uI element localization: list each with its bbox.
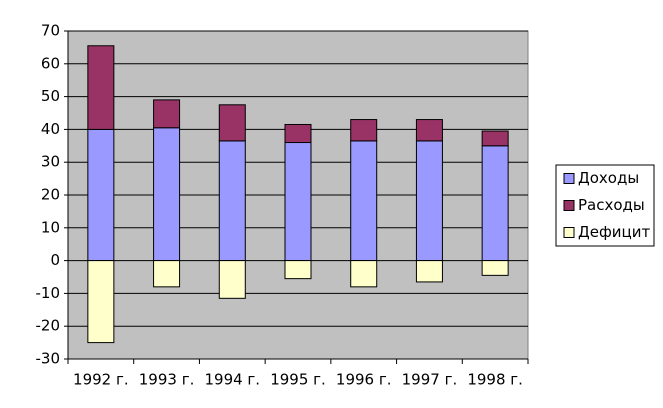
x-tick-label: 1995 г. — [270, 371, 326, 389]
y-tick-label: 70 — [41, 22, 60, 40]
bar — [153, 260, 181, 288]
legend-label: Дефицит — [578, 223, 650, 241]
bar — [284, 123, 312, 144]
x-tick-label: 1996 г. — [336, 371, 392, 389]
x-tick-label: 1998 г. — [467, 371, 523, 389]
y-tick-label: -30 — [36, 350, 61, 368]
y-tick-label: 50 — [41, 87, 60, 105]
bar — [350, 140, 378, 262]
x-tick-label: 1997 г. — [402, 371, 458, 389]
bar — [415, 140, 443, 262]
bar — [87, 260, 115, 344]
y-tick-label: 60 — [41, 54, 60, 72]
bar — [415, 260, 443, 283]
bar — [284, 260, 312, 280]
bar — [218, 104, 246, 142]
y-tick-label: 30 — [41, 153, 60, 171]
bar — [218, 260, 246, 299]
bar — [284, 142, 312, 262]
legend-label: Расходы — [578, 196, 645, 214]
bar — [153, 127, 181, 262]
legend-swatch — [563, 227, 575, 238]
x-tick-label: 1993 г. — [139, 371, 195, 389]
bar — [218, 140, 246, 262]
y-tick-label: 40 — [41, 120, 60, 138]
y-tick-label: 10 — [41, 218, 60, 236]
legend-label: Доходы — [578, 169, 639, 187]
bar — [153, 99, 181, 129]
legend-swatch — [563, 200, 575, 211]
y-tick-label: 20 — [41, 186, 60, 204]
x-tick-label: 1992 г. — [73, 371, 129, 389]
bar — [415, 119, 443, 142]
x-tick-label: 1994 г. — [204, 371, 260, 389]
y-tick-label: -20 — [36, 317, 61, 335]
bar — [481, 145, 509, 262]
bar — [87, 128, 115, 262]
y-tick-label: 0 — [50, 251, 60, 269]
bar — [350, 119, 378, 142]
bar — [87, 45, 115, 130]
bar — [481, 260, 509, 276]
bar — [350, 260, 378, 288]
y-tick-label: -10 — [36, 284, 61, 302]
bar — [481, 130, 509, 147]
legend-swatch — [563, 173, 575, 184]
